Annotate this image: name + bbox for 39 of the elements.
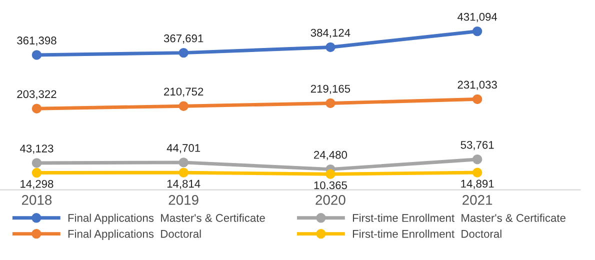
- data-label: 210,752: [164, 88, 204, 97]
- data-label: 203,322: [17, 90, 56, 100]
- data-label: 14,891: [461, 180, 494, 189]
- data-label: 43,123: [20, 144, 54, 154]
- data-label: 361,398: [17, 36, 56, 46]
- data-label: 14,814: [167, 180, 200, 189]
- point: [178, 158, 188, 168]
- x-tick-label: 2018: [22, 195, 52, 205]
- data-label: 24,480: [314, 150, 348, 160]
- point: [326, 169, 336, 179]
- legend-label: Final Applications Doctoral: [68, 230, 201, 240]
- point: [326, 98, 336, 108]
- point: [32, 158, 42, 168]
- point: [178, 101, 188, 111]
- x-tick-label: 2019: [168, 195, 198, 205]
- point: [472, 154, 482, 164]
- data-label: 367,691: [164, 34, 204, 44]
- data-label: 431,094: [457, 12, 498, 22]
- legend-label: Final Applications Master's & Certificate: [68, 214, 265, 224]
- legend-label: First-time Enrollment Master's & Certificate: [352, 214, 566, 222]
- point: [32, 168, 42, 178]
- legend-label: First-time Enrollment Doctoral: [352, 230, 502, 238]
- x-tick-label: 2021: [462, 195, 492, 205]
- point: [32, 104, 42, 114]
- data-label: 10,365: [314, 181, 347, 191]
- point: [178, 168, 188, 178]
- data-label: 231,033: [458, 80, 497, 90]
- point: [32, 50, 42, 60]
- point: [326, 42, 336, 52]
- data-label: 53,761: [460, 140, 494, 150]
- point: [178, 48, 188, 58]
- x-tick-label: 2020: [316, 195, 346, 205]
- point: [472, 26, 482, 36]
- data-label: 384,124: [310, 28, 350, 38]
- data-label: 14,298: [20, 180, 54, 190]
- data-label: 219,165: [310, 84, 350, 94]
- point: [472, 168, 482, 178]
- point: [472, 94, 482, 104]
- data-label: 44,701: [166, 144, 200, 154]
